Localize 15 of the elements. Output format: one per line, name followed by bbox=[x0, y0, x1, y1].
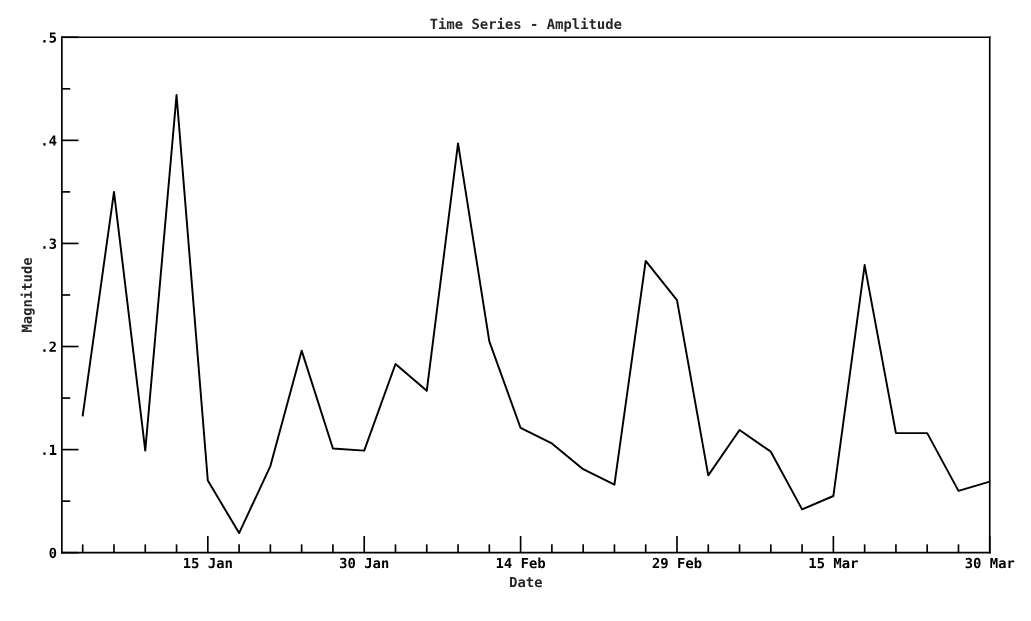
x-axis-title: Date bbox=[510, 576, 542, 588]
y-tick-label: .5 bbox=[43, 32, 57, 43]
x-tick-label: 30 Mar bbox=[965, 557, 1015, 569]
x-tick-label: 30 Jan bbox=[339, 557, 389, 569]
y-axis-title: Magnitude bbox=[20, 257, 35, 333]
x-tick-label: 29 Feb bbox=[652, 557, 702, 569]
y-tick-label: 0 bbox=[49, 547, 57, 559]
y-tick-label: .2 bbox=[43, 341, 56, 352]
x-tick-label: 14 Feb bbox=[496, 557, 546, 569]
x-tick-label: 15 Mar bbox=[809, 557, 858, 569]
y-tick-label: .4 bbox=[43, 135, 57, 146]
y-tick-label: .1 bbox=[43, 444, 57, 455]
y-tick-label: .3 bbox=[43, 238, 57, 249]
x-tick-label: 15 Jan bbox=[184, 557, 232, 569]
chart-title: Time Series - Amplitude bbox=[430, 17, 622, 32]
